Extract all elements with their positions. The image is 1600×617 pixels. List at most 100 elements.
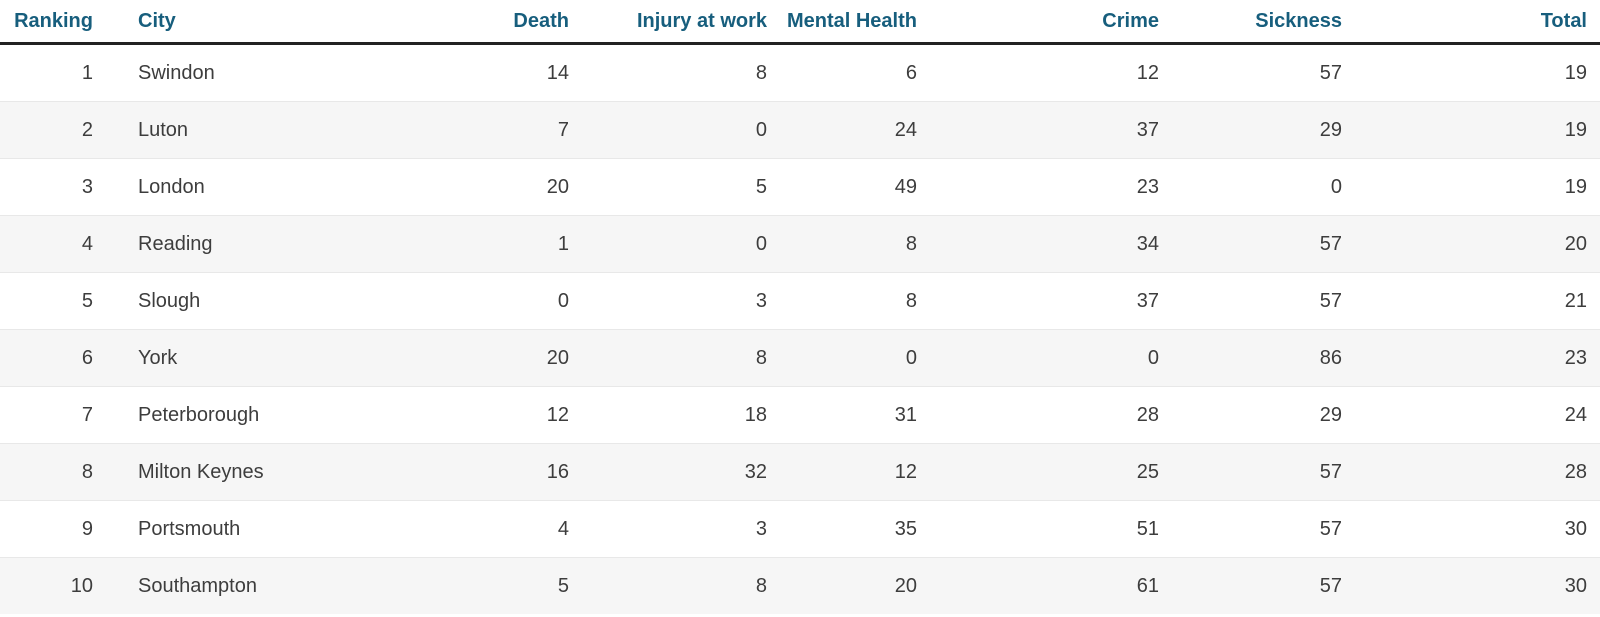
cell-mental: 24	[783, 101, 933, 159]
cell-total: 20	[1358, 215, 1600, 273]
cell-sickness: 0	[1175, 158, 1358, 216]
cell-sickness: 57	[1175, 215, 1358, 273]
table-row: 10 Southampton 5 8 20 61 57 30	[0, 557, 1600, 614]
table-row: 9 Portsmouth 4 3 35 51 57 30	[0, 500, 1600, 558]
cell-city: Slough	[110, 272, 420, 330]
cell-injury: 32	[585, 443, 783, 501]
cell-city: London	[110, 158, 420, 216]
cell-death: 16	[420, 443, 585, 501]
cell-mental: 31	[783, 386, 933, 444]
table-row: 4 Reading 1 0 8 34 57 20	[0, 215, 1600, 273]
cell-injury: 8	[585, 329, 783, 387]
cell-injury: 0	[585, 101, 783, 159]
table-row: 2 Luton 7 0 24 37 29 19	[0, 101, 1600, 159]
column-header-sickness: Sickness	[1175, 0, 1358, 45]
cell-crime: 37	[933, 272, 1175, 330]
column-header-ranking: Ranking	[0, 0, 110, 45]
cell-ranking: 7	[0, 386, 110, 444]
column-header-mental-health: Mental Health	[783, 0, 933, 45]
cell-crime: 28	[933, 386, 1175, 444]
cell-death: 1	[420, 215, 585, 273]
cell-death: 12	[420, 386, 585, 444]
cell-death: 20	[420, 329, 585, 387]
cell-death: 14	[546, 61, 569, 84]
table-body: 1 Swindon 14 8 6 12 57 19 2 Luton 7 0 24 37 29 19 3 Londo…	[0, 43, 1600, 614]
cell-sickness: 57	[1175, 557, 1358, 614]
cell-crime: 23	[933, 158, 1175, 216]
cell-death: 0	[420, 272, 585, 330]
column-header-death: Death	[420, 0, 585, 45]
table-row: 8 Milton Keynes 16 32 12 25 57 28	[0, 443, 1600, 501]
cell-mental: 49	[783, 158, 933, 216]
cell-ranking: 8	[0, 443, 110, 501]
cell-ranking: 2	[0, 101, 110, 159]
cell-sickness: 57	[1175, 500, 1358, 558]
cell-crime: 61	[933, 557, 1175, 614]
cell-sickness: 57	[1175, 272, 1358, 330]
cell-total: 28	[1358, 443, 1600, 501]
cell-total: 19	[1358, 101, 1600, 159]
table-row: 5 Slough 0 3 8 37 57 21	[0, 272, 1600, 330]
cell-mental: 12	[783, 443, 933, 501]
cell-crime: 25	[933, 443, 1175, 501]
column-header-total: Total	[1358, 0, 1600, 45]
table-row: 1 Swindon 14 8 6 12 57 19	[0, 43, 1600, 102]
cell-death: 4	[420, 500, 585, 558]
header-row: Ranking City Death Injury at work Mental…	[0, 0, 1600, 45]
cell-injury: 8	[755, 61, 767, 84]
cell-total: 19	[1564, 61, 1587, 84]
cell-total: 24	[1358, 386, 1600, 444]
cell-injury: 3	[585, 272, 783, 330]
cell-ranking: 3	[0, 158, 110, 216]
cell-ranking: 1	[81, 61, 93, 84]
cell-mental: 35	[783, 500, 933, 558]
cell-total: 23	[1358, 329, 1600, 387]
table-row: 7 Peterborough 12 18 31 28 29 24	[0, 386, 1600, 444]
cell-injury: 3	[585, 500, 783, 558]
cell-injury: 0	[585, 215, 783, 273]
cell-injury: 18	[585, 386, 783, 444]
cell-city: Portsmouth	[110, 500, 420, 558]
cell-mental: 0	[783, 329, 933, 387]
cell-ranking: 4	[0, 215, 110, 273]
cell-crime: 0	[933, 329, 1175, 387]
table-row: 3 London 20 5 49 23 0 19	[0, 158, 1600, 216]
cell-total: 21	[1358, 272, 1600, 330]
cell-ranking: 9	[0, 500, 110, 558]
cell-city: Swindon	[138, 61, 215, 84]
cell-crime: 51	[933, 500, 1175, 558]
cell-mental: 8	[783, 215, 933, 273]
cell-crime: 12	[1136, 61, 1159, 84]
cell-mental: 20	[783, 557, 933, 614]
cell-sickness: 29	[1175, 101, 1358, 159]
cell-injury: 5	[585, 158, 783, 216]
cell-mental: 8	[783, 272, 933, 330]
cell-sickness: 86	[1175, 329, 1358, 387]
column-header-city: City	[110, 0, 420, 45]
cell-sickness: 29	[1175, 386, 1358, 444]
cell-mental: 6	[905, 61, 917, 84]
cell-city: Reading	[110, 215, 420, 273]
cell-injury: 8	[585, 557, 783, 614]
cell-total: 30	[1358, 500, 1600, 558]
column-header-crime: Crime	[933, 0, 1175, 45]
cell-ranking: 6	[0, 329, 110, 387]
cell-city: Luton	[110, 101, 420, 159]
cell-crime: 37	[933, 101, 1175, 159]
cell-sickness: 57	[1319, 61, 1342, 84]
cell-death: 20	[420, 158, 585, 216]
cell-sickness: 57	[1175, 443, 1358, 501]
cell-ranking: 10	[0, 557, 110, 614]
cell-city: Southampton	[110, 557, 420, 614]
cell-total: 19	[1358, 158, 1600, 216]
cell-city: York	[110, 329, 420, 387]
cell-city: Peterborough	[110, 386, 420, 444]
table-header: Ranking City Death Injury at work Mental…	[0, 0, 1600, 45]
cell-city: Milton Keynes	[110, 443, 420, 501]
cell-total: 30	[1358, 557, 1600, 614]
table-row: 6 York 20 8 0 0 86 23	[0, 329, 1600, 387]
cell-ranking: 5	[0, 272, 110, 330]
cell-death: 7	[420, 101, 585, 159]
cell-crime: 34	[933, 215, 1175, 273]
